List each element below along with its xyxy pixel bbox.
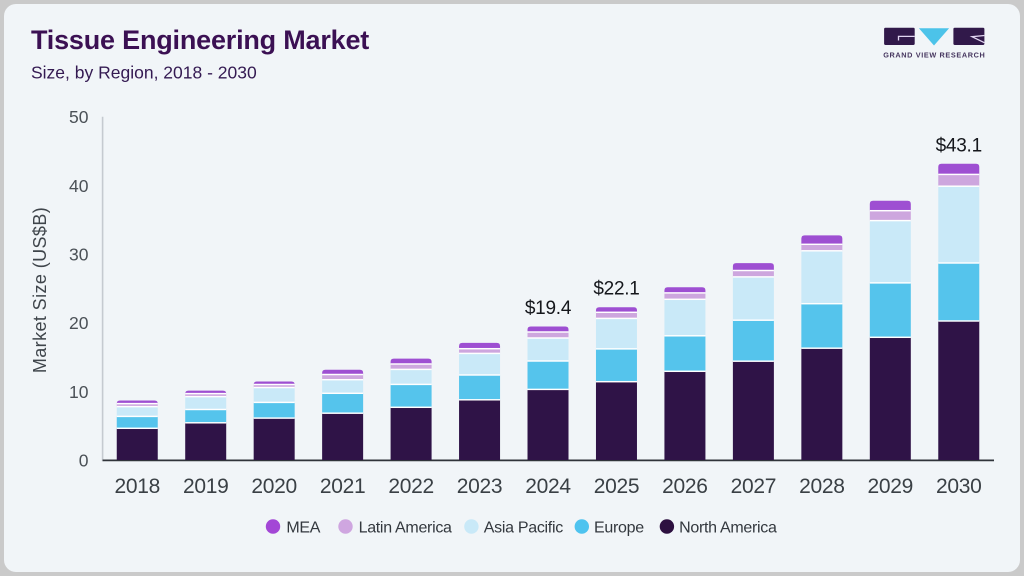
svg-text:$22.1: $22.1 xyxy=(593,279,639,300)
svg-text:2019: 2019 xyxy=(183,475,229,498)
svg-text:North America: North America xyxy=(679,519,777,536)
svg-text:Asia Pacific: Asia Pacific xyxy=(484,519,563,536)
svg-text:20: 20 xyxy=(69,313,89,333)
svg-text:2018: 2018 xyxy=(114,475,160,498)
svg-text:Size, by Region, 2018 - 2030: Size, by Region, 2018 - 2030 xyxy=(31,63,257,83)
svg-text:$43.1: $43.1 xyxy=(936,135,982,156)
svg-text:2021: 2021 xyxy=(320,475,366,498)
svg-text:2020: 2020 xyxy=(251,475,297,498)
svg-text:2025: 2025 xyxy=(594,475,640,498)
svg-text:0: 0 xyxy=(79,451,89,471)
svg-text:2023: 2023 xyxy=(457,475,503,498)
svg-text:2022: 2022 xyxy=(388,475,434,498)
svg-text:GRAND VIEW RESEARCH: GRAND VIEW RESEARCH xyxy=(883,50,985,59)
svg-text:MEA: MEA xyxy=(286,519,320,536)
svg-text:Tissue Engineering Market: Tissue Engineering Market xyxy=(31,25,369,55)
svg-text:50: 50 xyxy=(69,107,89,127)
svg-text:40: 40 xyxy=(69,176,89,196)
svg-text:Latin America: Latin America xyxy=(359,519,452,536)
svg-text:2024: 2024 xyxy=(525,475,571,498)
svg-text:Market Size (US$B): Market Size (US$B) xyxy=(30,207,50,373)
svg-text:2030: 2030 xyxy=(936,475,982,498)
svg-text:2026: 2026 xyxy=(662,475,708,498)
svg-text:$19.4: $19.4 xyxy=(525,298,572,319)
svg-text:Europe: Europe xyxy=(594,519,644,536)
svg-text:2027: 2027 xyxy=(731,475,777,498)
svg-text:10: 10 xyxy=(69,382,89,402)
svg-text:2029: 2029 xyxy=(868,475,914,498)
svg-text:2028: 2028 xyxy=(799,475,845,498)
svg-text:30: 30 xyxy=(69,245,89,265)
